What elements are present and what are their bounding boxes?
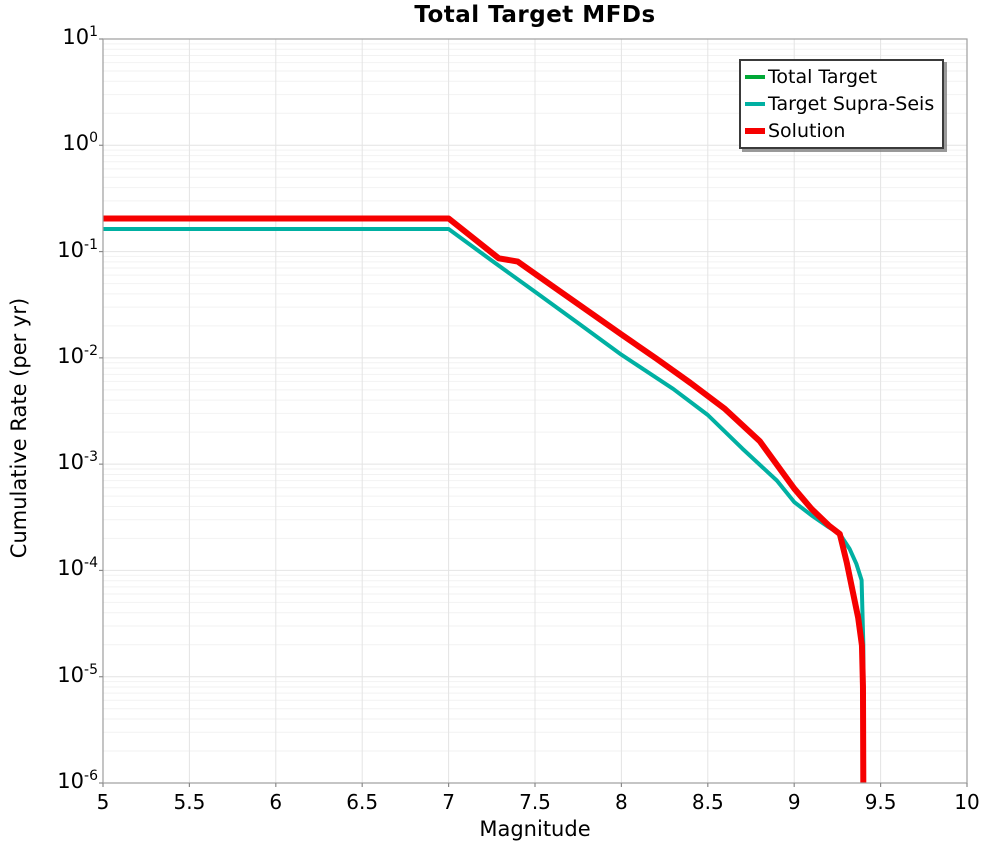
legend-label-total-target: Total Target xyxy=(768,66,878,89)
x-tick-label-9: 9 xyxy=(787,790,801,814)
series-line-solution xyxy=(103,215,867,783)
x-tick-label-8: 8 xyxy=(615,790,628,814)
series-line-total-target xyxy=(103,216,866,783)
x-tick-label-7: 7 xyxy=(442,790,455,814)
y-tick-label-1e-6: 10-6 xyxy=(57,768,98,793)
x-tick-label-6.5: 6.5 xyxy=(346,790,379,814)
x-axis-title: Magnitude xyxy=(479,817,591,841)
y-tick-label-1e-5: 10-5 xyxy=(57,661,98,687)
x-tick-label-8.5: 8.5 xyxy=(691,790,724,814)
legend: Total Target Target Supra-Seis Solution xyxy=(739,59,944,149)
y-tick-label-1e1: 101 xyxy=(62,24,98,49)
x-tick-label-7.5: 7.5 xyxy=(519,790,551,814)
chart-title: Total Target MFDs xyxy=(414,2,656,28)
total-target-line-swatch xyxy=(745,75,765,80)
y-tick-label-1e-4: 10-4 xyxy=(57,555,98,581)
x-tick-label-10: 10 xyxy=(954,790,980,814)
x-tick-label-9.5: 9.5 xyxy=(864,790,897,814)
x-tick-label-5: 5 xyxy=(96,790,110,814)
y-tick-label-1e-3: 10-3 xyxy=(57,449,98,475)
x-tick-label-6: 6 xyxy=(269,790,283,814)
legend-item-total-target: Total Target xyxy=(745,64,938,91)
x-tick-label-5.5: 5.5 xyxy=(173,790,206,814)
series-line-target-supra-seis xyxy=(103,227,866,783)
target-supra-seis-line-swatch xyxy=(745,102,765,106)
legend-item-target-supra-seis: Target Supra-Seis xyxy=(745,91,938,118)
y-tick-label-1e-1: 10-1 xyxy=(57,236,98,262)
legend-label-solution: Solution xyxy=(768,119,846,142)
y-tick-label-1e-2: 10-2 xyxy=(57,342,98,368)
solution-line-swatch xyxy=(745,127,765,134)
legend-item-solution: Solution xyxy=(745,117,938,144)
y-tick-label-1e0: 100 xyxy=(62,130,98,156)
legend-label-target-supra-seis: Target Supra-Seis xyxy=(768,93,935,115)
